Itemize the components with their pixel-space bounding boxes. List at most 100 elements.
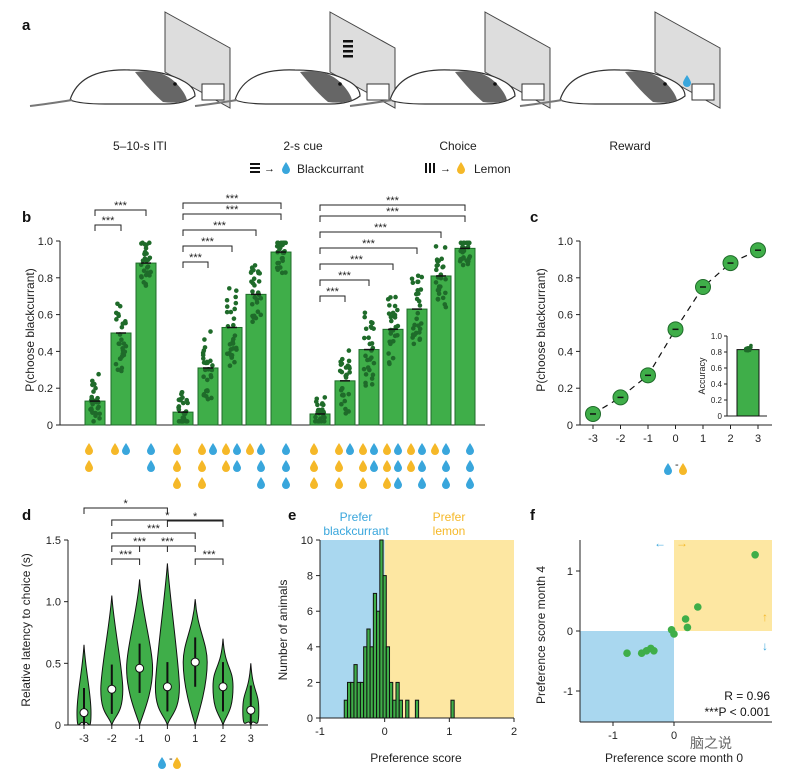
inset-ytick-label: 0.4 bbox=[711, 380, 723, 389]
d-xtick-label: -1 bbox=[135, 733, 145, 745]
b-bar bbox=[245, 293, 267, 426]
b-dot bbox=[433, 244, 439, 249]
b-dot bbox=[116, 313, 121, 319]
panel-b-label: b bbox=[22, 209, 31, 226]
b-dot bbox=[434, 257, 440, 263]
d-sig bbox=[139, 545, 196, 552]
d-xtick-label: -3 bbox=[79, 733, 89, 745]
b-dot bbox=[390, 310, 396, 316]
f-stat-p: ***P < 0.001 bbox=[704, 705, 770, 719]
d-median bbox=[79, 708, 89, 718]
d-violin bbox=[100, 595, 124, 727]
b-dot bbox=[362, 310, 368, 316]
b-sig-label: *** bbox=[102, 215, 116, 227]
b-dot bbox=[315, 409, 321, 415]
panel-a-label: a bbox=[22, 17, 31, 34]
b-dot bbox=[417, 330, 422, 335]
inset-dot bbox=[746, 345, 750, 350]
b-ytick-label: 0.8 bbox=[38, 273, 53, 285]
b-dot bbox=[434, 267, 439, 273]
b-bar bbox=[454, 247, 476, 426]
rat-hood-1 bbox=[300, 71, 352, 103]
port-3 bbox=[691, 83, 715, 101]
b-dot bbox=[119, 324, 125, 330]
b-dot bbox=[224, 351, 230, 357]
b-dot bbox=[231, 316, 237, 321]
panel-d-chart: 00.51.01.5-3 -2 -1 0 1 2 3*************** ***- bbox=[46, 498, 268, 769]
e-bin bbox=[405, 699, 410, 719]
b-dot bbox=[113, 361, 119, 367]
f-arrow-left-icon: ← bbox=[654, 536, 666, 550]
b-sig-label: *** bbox=[201, 236, 215, 248]
b-dot bbox=[92, 381, 97, 387]
e-ytick-label: 2 bbox=[307, 677, 313, 689]
stage-choice: Choice bbox=[439, 139, 477, 153]
b-dot bbox=[370, 372, 376, 378]
b-dot bbox=[249, 301, 255, 307]
b-dot bbox=[347, 370, 352, 375]
legend-blackcurrant-label: Blackcurrant bbox=[297, 162, 364, 176]
b-dot bbox=[464, 258, 469, 263]
f-xtick-label: -1 bbox=[608, 730, 618, 742]
b-dot bbox=[314, 396, 320, 402]
b-bar bbox=[382, 328, 404, 426]
b-drop-yellow-icon bbox=[310, 443, 318, 455]
d-median bbox=[107, 684, 117, 694]
b-dot bbox=[184, 419, 190, 424]
b-dot bbox=[365, 365, 371, 370]
d-drop-yellow-icon bbox=[173, 757, 181, 769]
b-dot bbox=[417, 303, 423, 308]
b-dot bbox=[419, 274, 425, 280]
b-dot bbox=[117, 341, 122, 347]
cue-bar bbox=[343, 55, 353, 58]
e-bin bbox=[450, 699, 455, 719]
c-ytick-label: 0.6 bbox=[558, 310, 573, 322]
b-dot bbox=[232, 359, 237, 365]
b-dot bbox=[440, 295, 446, 301]
b-dot bbox=[231, 336, 236, 342]
c-xtick-label: 3 bbox=[755, 433, 761, 445]
e-prefer-yellow-2: lemon bbox=[433, 524, 466, 538]
b-dot bbox=[388, 331, 394, 336]
b-dot bbox=[97, 411, 102, 417]
d-ytick-label: 0.5 bbox=[46, 658, 61, 670]
b-dot bbox=[363, 383, 369, 388]
stage-iti: 5–10-s ITI bbox=[113, 139, 167, 153]
b-dot bbox=[283, 240, 288, 246]
b-drop-blue-icon bbox=[442, 443, 450, 455]
b-dot bbox=[436, 285, 442, 291]
b-dot bbox=[362, 335, 367, 341]
rat-tail-0 bbox=[29, 99, 73, 107]
d-sig bbox=[194, 558, 224, 565]
d-sig-label: *** bbox=[119, 549, 133, 561]
b-drop-yellow-icon bbox=[359, 460, 367, 472]
d-sig bbox=[111, 532, 196, 539]
b-dot bbox=[252, 263, 258, 268]
b-dot bbox=[200, 356, 206, 361]
b-dot bbox=[255, 309, 261, 315]
b-dot bbox=[341, 393, 346, 398]
b-dot bbox=[208, 329, 213, 334]
b-drop-yellow-icon bbox=[407, 460, 415, 472]
b-drop-blue-icon bbox=[282, 443, 290, 455]
b-dot bbox=[337, 368, 343, 374]
stage-cue: 2-s cue bbox=[283, 139, 323, 153]
b-dot bbox=[254, 297, 260, 302]
b-dot bbox=[280, 255, 285, 261]
c-ytick-label: 0.2 bbox=[558, 383, 573, 395]
b-dot bbox=[443, 276, 448, 282]
f-arrow-up-icon: ↑ bbox=[762, 610, 768, 624]
b-dot bbox=[208, 372, 214, 378]
panel-c-chart: 0 0.2 0.4 0.6 0.8 1.0 -3 -2 -1 0 1 2 3 - 0 0.2 0.4 0.6 0.8… bbox=[558, 236, 772, 475]
b-dot bbox=[205, 377, 210, 383]
b-ytick-label: 0.2 bbox=[38, 383, 53, 395]
panel-e-label: e bbox=[288, 507, 296, 524]
b-dot bbox=[204, 359, 210, 365]
d-sig bbox=[83, 507, 168, 514]
e-prefer-yellow-1: Prefer bbox=[433, 510, 466, 524]
e-xtick-label: 1 bbox=[446, 726, 452, 738]
c-ytick-label: 0 bbox=[567, 420, 573, 432]
b-dot bbox=[435, 262, 441, 268]
inset-bar bbox=[736, 349, 760, 417]
